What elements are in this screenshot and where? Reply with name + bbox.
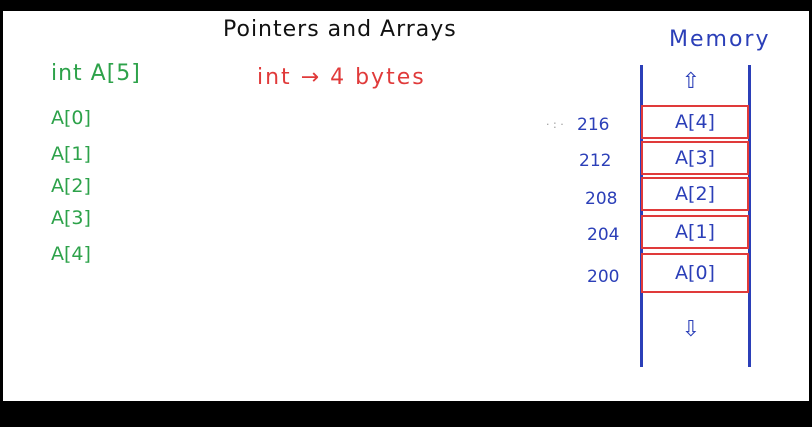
- array-element-4: A[4]: [51, 243, 91, 265]
- memory-cell-a0: A[0]: [641, 253, 749, 293]
- memory-cell-a4: A[4]: [641, 105, 749, 139]
- whiteboard: Pointers and Arrays int A[5] A[0] A[1] A…: [3, 11, 809, 401]
- cursor-dots: · : ·: [546, 118, 564, 131]
- down-arrow-icon: ⇩: [681, 317, 701, 342]
- up-arrow-icon: ⇧: [681, 69, 701, 94]
- int-size-note: int → 4 bytes: [257, 65, 426, 90]
- address-label-200: 200: [587, 267, 620, 287]
- address-label-204: 204: [587, 225, 620, 245]
- array-element-0: A[0]: [51, 107, 91, 129]
- memory-cell-a2: A[2]: [641, 177, 749, 211]
- array-element-1: A[1]: [51, 143, 91, 165]
- address-label-208: 208: [585, 189, 618, 209]
- array-declaration: int A[5]: [51, 61, 141, 86]
- address-label-216: 216: [577, 115, 610, 135]
- memory-cell-a1: A[1]: [641, 215, 749, 249]
- array-element-2: A[2]: [51, 175, 91, 197]
- memory-label: Memory: [669, 27, 771, 52]
- array-element-3: A[3]: [51, 207, 91, 229]
- memory-cell-a3: A[3]: [641, 141, 749, 175]
- page-title: Pointers and Arrays: [223, 17, 457, 42]
- memory-right-wall: [748, 65, 751, 367]
- address-label-212: 212: [579, 151, 612, 171]
